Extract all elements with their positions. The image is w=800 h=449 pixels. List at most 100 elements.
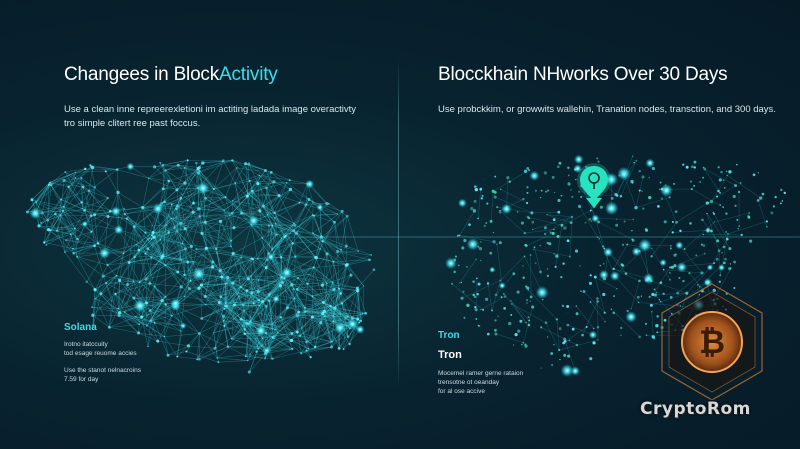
network-edge — [76, 231, 92, 257]
network-edge — [97, 243, 130, 263]
network-edge — [146, 302, 172, 316]
network-edge — [270, 235, 286, 258]
network-edge — [297, 267, 314, 279]
network-edge — [314, 213, 338, 216]
network-dot — [221, 314, 226, 318]
network-edge — [248, 163, 259, 184]
network-dot — [702, 166, 705, 169]
network-edge — [274, 189, 291, 218]
network-edge — [60, 199, 95, 216]
network-edge — [227, 256, 242, 278]
network-edge — [299, 202, 327, 204]
network-dot — [91, 165, 95, 170]
network-edge — [158, 197, 181, 208]
network-edge — [234, 163, 246, 184]
network-dot — [655, 324, 659, 328]
network-dot — [673, 182, 676, 185]
network-dot — [712, 211, 714, 214]
network-edge — [77, 215, 92, 240]
network-dot — [320, 283, 325, 287]
left-small-line: 7.59 for day — [64, 376, 99, 383]
network-edge — [146, 302, 156, 323]
network-edge — [73, 245, 95, 249]
network-edge — [240, 286, 260, 306]
network-edge — [234, 304, 260, 306]
network-edge — [65, 171, 96, 188]
network-dot — [329, 309, 332, 311]
network-dot — [473, 199, 477, 203]
network-edge — [257, 183, 261, 211]
network-dot — [494, 319, 497, 322]
network-dot — [612, 311, 616, 315]
network-dot — [670, 313, 673, 315]
network-dot — [330, 345, 334, 349]
network-edge — [225, 290, 248, 307]
network-dot — [311, 214, 314, 216]
network-hub — [466, 238, 480, 251]
network-edge — [92, 289, 95, 327]
network-edge — [138, 249, 163, 257]
network-dot — [503, 307, 506, 310]
network-edge — [119, 280, 147, 304]
network-edge — [157, 315, 172, 342]
network-edge — [142, 180, 170, 208]
network-edge — [94, 264, 108, 290]
network-edge — [291, 340, 309, 349]
network-edge — [703, 167, 721, 193]
network-edge — [297, 307, 306, 333]
network-edge — [232, 200, 235, 228]
network-edge — [173, 227, 189, 263]
network-edge — [138, 234, 153, 251]
network-edge — [196, 248, 221, 271]
network-edge — [212, 261, 234, 284]
network-dot — [663, 220, 667, 224]
network-dot — [288, 187, 293, 192]
network-dot — [716, 195, 719, 198]
network-edge — [88, 190, 109, 217]
network-edge — [260, 298, 277, 331]
network-edge — [164, 336, 169, 356]
network-dot — [582, 290, 586, 293]
network-edge — [190, 246, 192, 281]
network-hub — [620, 171, 628, 178]
network-edge — [477, 189, 482, 219]
network-edge — [128, 234, 153, 263]
network-edge — [201, 233, 218, 254]
network-dot — [451, 282, 454, 285]
network-hub — [29, 207, 42, 220]
network-edge — [305, 311, 334, 317]
network-dot — [74, 177, 77, 179]
network-edge — [75, 171, 106, 173]
network-dot — [718, 178, 722, 182]
network-dot — [527, 323, 531, 327]
network-edge — [165, 296, 172, 316]
network-edge — [74, 228, 78, 257]
network-edge — [271, 249, 283, 278]
network-edge — [261, 332, 278, 347]
network-dot — [496, 243, 498, 245]
network-edge — [63, 206, 76, 229]
network-dot — [264, 266, 268, 270]
network-edge — [265, 348, 293, 354]
network-edge — [198, 160, 224, 174]
network-edge — [196, 248, 234, 254]
network-edge — [259, 210, 282, 239]
network-edge — [139, 248, 149, 283]
network-edge — [231, 338, 267, 351]
network-dot — [93, 288, 96, 291]
network-edge — [306, 346, 332, 351]
network-edge — [154, 164, 179, 168]
network-dot — [231, 251, 235, 256]
network-edge — [219, 302, 243, 327]
network-dot — [303, 306, 306, 309]
network-edge — [90, 165, 118, 170]
network-dot — [333, 220, 336, 224]
network-edge — [271, 223, 277, 250]
network-dot — [624, 272, 628, 275]
network-edge — [251, 276, 282, 294]
network-dot — [338, 287, 340, 290]
network-edge — [119, 253, 124, 281]
network-edge — [165, 261, 188, 266]
network-hub — [170, 297, 181, 309]
network-edge — [226, 278, 249, 307]
